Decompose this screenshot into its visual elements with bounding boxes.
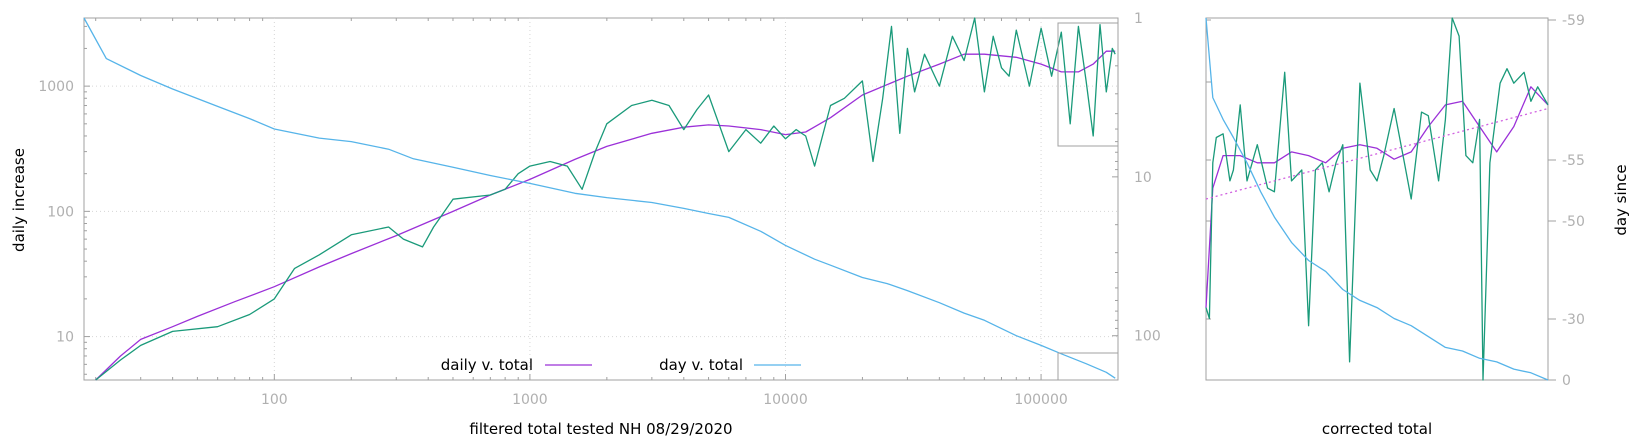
x-tick-label: 100000: [1014, 392, 1067, 408]
series-line-2: [83, 17, 1116, 379]
x-axis-label: filtered total tested NH 08/29/2020: [469, 420, 732, 438]
side-y2-axis-label: day since: [1612, 164, 1630, 235]
side-series-line-1: [1205, 17, 1549, 381]
legend-label-daily: daily v. total: [441, 356, 533, 374]
main-plot-frame: [83, 17, 1119, 381]
side-x-axis-label: corrected total: [1322, 420, 1432, 438]
y-tick-label: 10: [56, 330, 74, 346]
legend: daily v. total day v. total: [441, 356, 801, 374]
side-series-line-2: [1205, 17, 1549, 381]
y2-tick-label: 100: [1134, 329, 1161, 345]
main-series: [83, 17, 1116, 381]
y2-tick-label: 1: [1134, 11, 1143, 27]
main-ticks: 100 1000 10000 100000 10 100 1000 1 10 100: [38, 11, 1160, 408]
side-series-line-0: [1205, 86, 1549, 308]
x-tick-label: 10000: [763, 392, 808, 408]
y-tick-label: 1000: [38, 79, 74, 95]
main-grid: [84, 18, 1118, 380]
y-axis-label: daily increase: [10, 148, 28, 252]
side-y2-tick-label: -50: [1562, 214, 1585, 230]
side-series: [1205, 17, 1549, 381]
side-y2-tick-label: -30: [1562, 312, 1585, 328]
y2-tick-label: 10: [1134, 170, 1152, 186]
x-tick-label: 100: [261, 392, 288, 408]
series-line-1: [95, 17, 1116, 381]
side-plot-frame: [1205, 17, 1549, 381]
series-line-0: [95, 50, 1116, 381]
y-tick-label: 100: [47, 204, 74, 220]
side-ticks: -59 -55 -50 -30 0: [1206, 13, 1585, 389]
inset-box-top: [1057, 22, 1119, 147]
side-y2-tick-label: -55: [1562, 153, 1585, 169]
side-y2-tick-label: -59: [1562, 13, 1585, 29]
legend-label-day: day v. total: [659, 356, 743, 374]
x-tick-label: 1000: [512, 392, 548, 408]
side-y2-tick-label: 0: [1562, 373, 1571, 389]
side-series-line-3: [1205, 107, 1549, 200]
